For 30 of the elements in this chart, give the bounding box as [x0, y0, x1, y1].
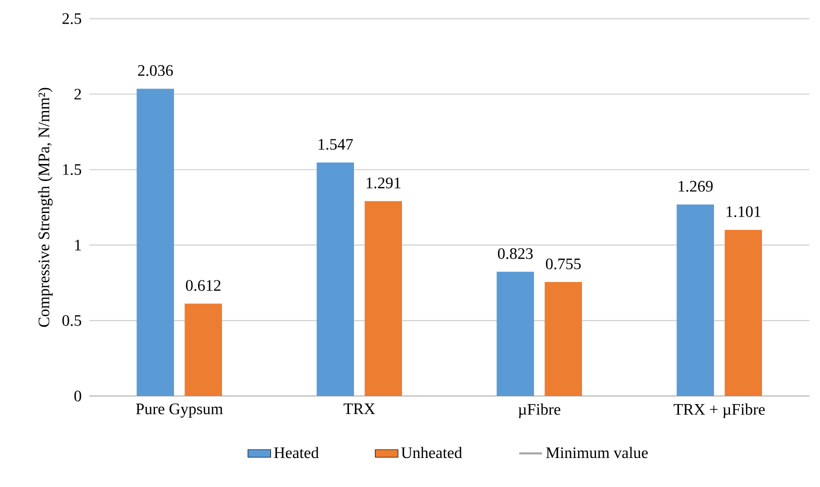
y-tick-label: 1.5 [63, 164, 82, 176]
data-label: 0.755 [546, 258, 581, 270]
x-tick-label: Pure Gypsum [136, 404, 223, 418]
bar [544, 282, 582, 396]
bar [184, 304, 222, 396]
data-label: 1.269 [678, 181, 713, 192]
data-label: 0.612 [186, 280, 220, 292]
bar [676, 204, 714, 396]
x-tick-label: TRX + µFibre [674, 404, 765, 418]
y-tick-label: 2.5 [62, 13, 82, 24]
legend-label: Unheated [401, 447, 462, 458]
y-tick-label: 1 [75, 240, 81, 251]
bar [724, 230, 762, 396]
data-label: 2.036 [138, 65, 173, 76]
y-axis-title: Compressive Strength (MPa, N/mm²) [38, 88, 53, 328]
legend-label: Heated [274, 447, 319, 458]
bar [136, 88, 174, 396]
x-tick-label: µFibre [518, 404, 560, 418]
bar [496, 272, 534, 396]
x-tick-label: TRX [344, 404, 376, 414]
bar [316, 162, 354, 396]
data-label: 1.547 [318, 139, 353, 150]
legend-label: Minimum value [546, 447, 648, 458]
data-label: 0.823 [498, 248, 533, 260]
bar [364, 201, 402, 396]
y-tick-label: 0 [74, 390, 82, 402]
data-label: 1.101 [726, 206, 760, 218]
y-tick-label: 0.5 [62, 315, 82, 326]
data-label: 1.291 [366, 178, 400, 189]
y-tick-label: 2 [74, 88, 81, 100]
